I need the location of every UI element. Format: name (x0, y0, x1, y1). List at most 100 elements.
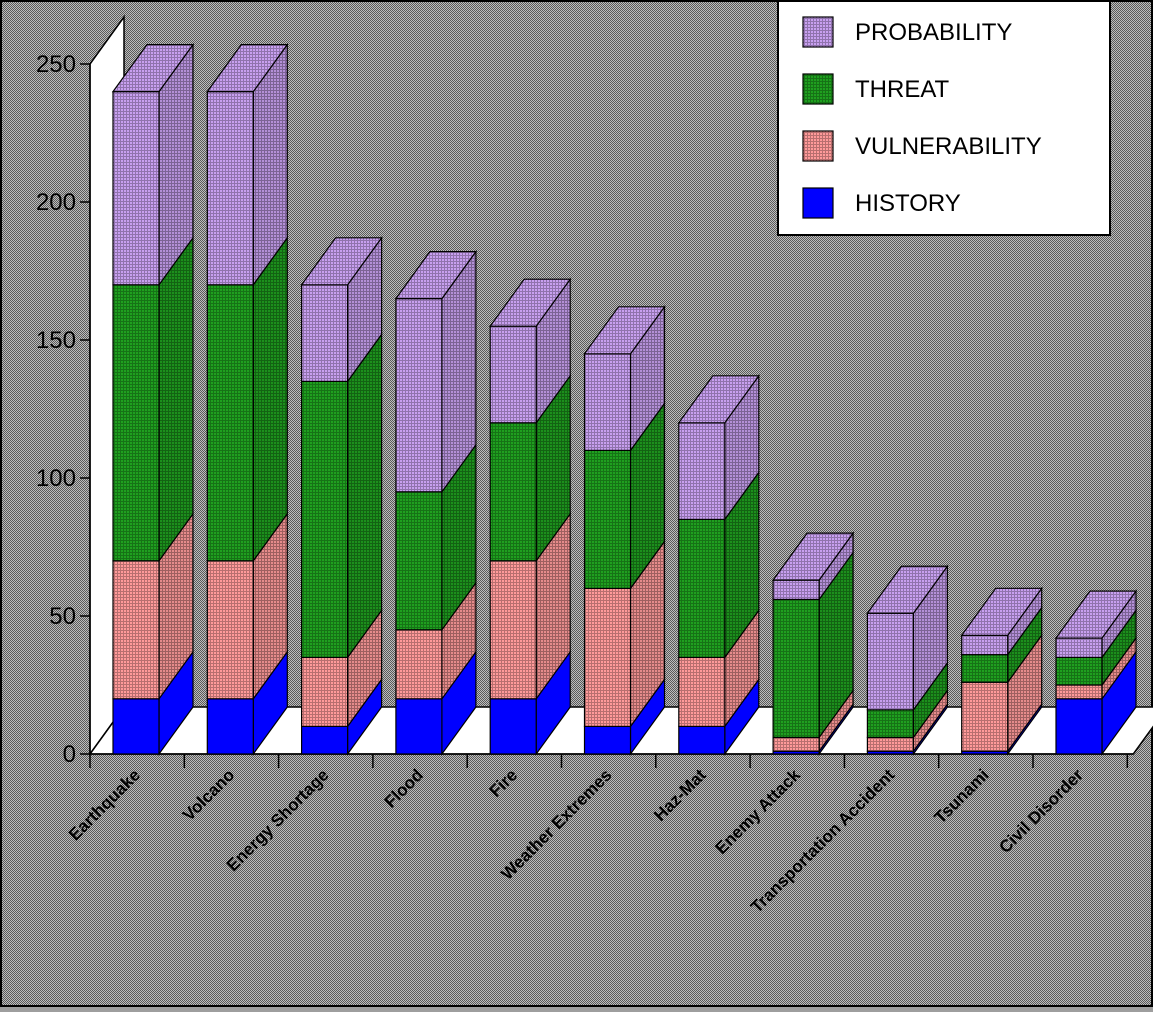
bar-earthquake-threat-side (158, 235, 194, 563)
bar-flood-probability (395, 249, 477, 494)
bar-transportation-accident-probability-front (866, 612, 915, 711)
legend-swatch-threat (802, 73, 834, 105)
bar-earthquake-vulnerability-front (112, 560, 160, 700)
bar-haz-mat-probability-front (678, 422, 726, 520)
bar-energy-shortage-probability-front (301, 284, 349, 382)
bar-group-enemy-attack (771, 531, 855, 756)
bar-fire-vulnerability (489, 511, 571, 701)
bar-volcano-vulnerability (206, 511, 288, 701)
bar-flood-history-front (395, 698, 443, 755)
bar-civil-disorder-history-front (1055, 698, 1103, 755)
bar-transportation-accident-threat-front (866, 709, 915, 739)
bar-weather-extremes-vulnerability (583, 539, 666, 729)
bar-volcano-vulnerability-front (206, 560, 254, 700)
bar-group-tsunami (960, 586, 1043, 756)
bar-tsunami-top (960, 587, 1043, 636)
y-tick-label: 100 (36, 465, 76, 492)
bar-group-energy-shortage (300, 235, 383, 756)
bar-enemy-attack-vulnerability-front (772, 736, 820, 752)
legend-label-vulnerability: VULNERABILITY (855, 133, 1042, 160)
bar-flood-vulnerability (395, 580, 477, 701)
y-tick-label: 50 (49, 603, 76, 630)
bar-energy-shortage-threat-front (301, 380, 349, 658)
bar-enemy-attack-top (771, 532, 855, 581)
legend-item-threat: THREAT (802, 73, 950, 105)
bar-civil-disorder-threat (1055, 608, 1137, 687)
bar-weather-extremes-threat (583, 401, 666, 591)
bar-flood-top (394, 251, 478, 300)
bar-weather-extremes-probability-front (583, 353, 632, 451)
bar-civil-disorder-top (1054, 590, 1138, 639)
bar-haz-mat-top (677, 375, 760, 424)
bar-fire-threat-front (489, 422, 537, 562)
bar-group-earthquake (111, 42, 195, 756)
bar-fire-threat (489, 373, 571, 563)
bar-group-weather-extremes (583, 304, 666, 756)
legend-label-probability: PROBABILITY (855, 19, 1012, 46)
y-tick-label: 200 (36, 189, 76, 216)
legend: PROBABILITY THREAT VULNERABILITY HISTORY (777, 0, 1111, 236)
bar-energy-shortage-threat (301, 332, 383, 660)
bar-fire-top (489, 278, 572, 327)
bar-haz-mat-probability (678, 373, 760, 522)
bar-volcano-probability-front (206, 90, 254, 286)
bar-group-flood (394, 249, 478, 756)
bar-weather-extremes-top (583, 306, 666, 355)
bar-transportation-accident-vulnerability (866, 688, 949, 754)
bar-haz-mat-threat (678, 470, 760, 660)
bar-haz-mat-history (678, 677, 760, 756)
bar-earthquake-threat (112, 235, 194, 563)
bar-transportation-accident-top (866, 565, 949, 614)
bar-weather-extremes-history (583, 677, 666, 756)
bar-earthquake-top (111, 43, 195, 93)
bar-energy-shortage-vulnerability-front (301, 656, 349, 728)
bar-volcano-history-front (206, 698, 254, 755)
bar-haz-mat-vulnerability-front (678, 656, 726, 728)
legend-item-history: HISTORY (802, 187, 961, 219)
legend-swatch-history (802, 187, 834, 219)
bar-tsunami-vulnerability-front (961, 681, 1009, 752)
bar-fire-probability (489, 277, 571, 425)
bar-flood-history (395, 649, 477, 756)
bar-energy-shortage-top (300, 237, 383, 286)
bar-earthquake-threat-front (112, 284, 160, 562)
bar-earthquake-probability-front (112, 90, 160, 286)
bar-tsunami-threat (961, 605, 1043, 685)
bar-volcano-threat-front (206, 284, 254, 562)
legend-label-threat: THREAT (855, 76, 950, 103)
bar-civil-disorder-vulnerability-front (1055, 684, 1103, 700)
bar-energy-shortage-vulnerability (301, 608, 383, 729)
legend-label-history: HISTORY (855, 190, 961, 217)
bar-group-haz-mat (677, 373, 760, 756)
bar-haz-mat-history-front (678, 725, 726, 755)
bar-energy-shortage-history (301, 677, 383, 756)
bar-enemy-attack-probability-front (772, 579, 820, 601)
bar-flood-vulnerability-front (395, 629, 443, 700)
bar-fire-vulnerability-front (489, 560, 537, 700)
y-tick-label: 150 (36, 327, 76, 354)
bar-weather-extremes-history-front (583, 725, 632, 755)
legend-item-vulnerability: VULNERABILITY (802, 130, 1042, 162)
bar-group-transportation-accident (866, 564, 949, 756)
bar-civil-disorder-probability-front (1055, 637, 1103, 659)
bar-group-civil-disorder (1054, 589, 1138, 756)
bar-fire-probability-front (489, 325, 537, 424)
y-tick-label: 0 (63, 741, 76, 768)
bar-earthquake-history (112, 649, 194, 756)
bar-fire-history-front (489, 698, 537, 755)
legend-swatch-vulnerability (802, 130, 834, 162)
bar-earthquake-history-front (112, 698, 160, 755)
bar-group-volcano (206, 42, 289, 756)
legend-swatch-probability (802, 16, 834, 48)
bar-weather-extremes-vulnerability-front (583, 587, 632, 728)
bar-haz-mat-threat-front (678, 518, 726, 659)
bar-civil-disorder-probability (1055, 589, 1137, 660)
bar-volcano-threat (206, 235, 288, 563)
bar-tsunami-vulnerability (961, 633, 1043, 754)
bar-transportation-accident-vulnerability-front (866, 736, 915, 752)
bar-tsunami-threat-front (961, 654, 1009, 683)
bar-weather-extremes-threat-front (583, 449, 632, 589)
